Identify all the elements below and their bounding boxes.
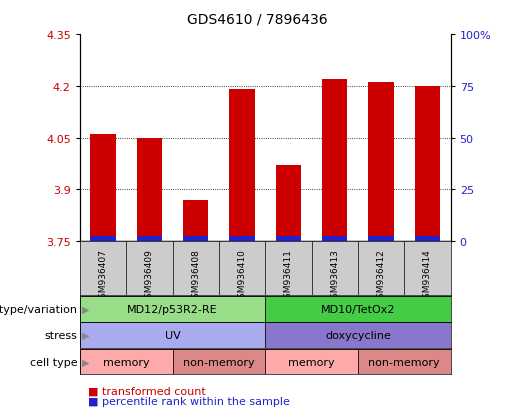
Text: cell type: cell type bbox=[30, 357, 77, 367]
Bar bbox=[368, 236, 394, 242]
Bar bbox=[90, 236, 116, 242]
Bar bbox=[90, 135, 116, 242]
Bar bbox=[183, 200, 209, 242]
Bar bbox=[173, 349, 265, 375]
Bar bbox=[276, 236, 301, 242]
Text: stress: stress bbox=[44, 330, 77, 340]
Bar bbox=[80, 323, 265, 348]
Bar bbox=[415, 87, 440, 242]
Text: non-memory: non-memory bbox=[183, 357, 255, 367]
Bar bbox=[322, 80, 348, 242]
Text: UV: UV bbox=[165, 330, 180, 340]
Bar bbox=[322, 236, 348, 242]
Bar bbox=[136, 138, 162, 242]
Bar bbox=[80, 296, 265, 322]
Bar bbox=[229, 236, 255, 242]
Bar bbox=[368, 83, 394, 242]
Text: memory: memory bbox=[288, 357, 335, 367]
Bar bbox=[415, 236, 440, 242]
Text: ▶: ▶ bbox=[82, 357, 90, 367]
Bar bbox=[358, 349, 451, 375]
Bar bbox=[80, 349, 173, 375]
Text: genotype/variation: genotype/variation bbox=[0, 304, 77, 314]
Text: ▶: ▶ bbox=[82, 304, 90, 314]
Bar bbox=[265, 323, 451, 348]
Text: MD12/p53R2-RE: MD12/p53R2-RE bbox=[127, 304, 218, 314]
Text: ■ percentile rank within the sample: ■ percentile rank within the sample bbox=[88, 396, 289, 406]
Bar bbox=[276, 166, 301, 242]
Bar bbox=[265, 349, 358, 375]
Text: GDS4610 / 7896436: GDS4610 / 7896436 bbox=[187, 12, 328, 26]
Text: ▶: ▶ bbox=[82, 330, 90, 340]
Bar bbox=[136, 236, 162, 242]
Text: MD10/TetOx2: MD10/TetOx2 bbox=[321, 304, 395, 314]
Bar bbox=[183, 236, 209, 242]
Text: non-memory: non-memory bbox=[368, 357, 440, 367]
Text: ■ transformed count: ■ transformed count bbox=[88, 386, 205, 396]
Bar bbox=[229, 90, 255, 242]
Text: memory: memory bbox=[103, 357, 149, 367]
Bar bbox=[265, 296, 451, 322]
Text: doxycycline: doxycycline bbox=[325, 330, 391, 340]
